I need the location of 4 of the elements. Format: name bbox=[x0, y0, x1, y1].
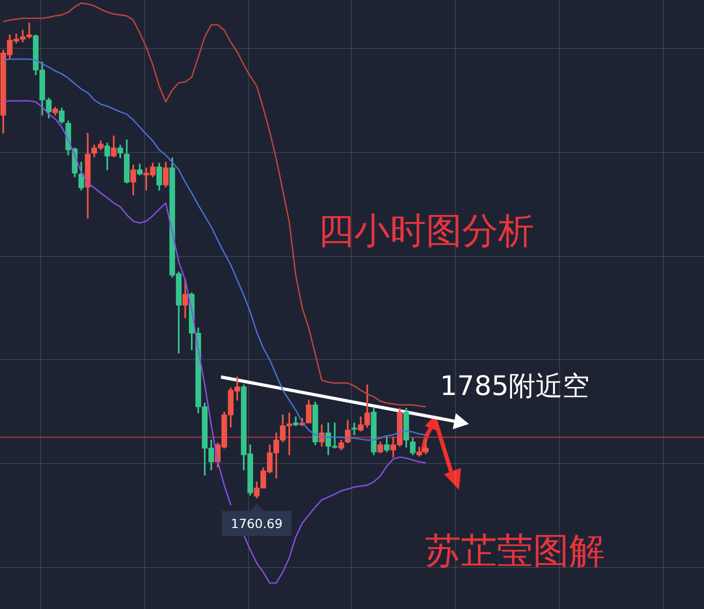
annotation: 1760.69 bbox=[230, 516, 283, 531]
text: 苏芷莹图解 bbox=[425, 531, 605, 572]
text: 1785附近空 bbox=[440, 371, 590, 402]
annotation: 四小时图分析 bbox=[318, 211, 534, 252]
